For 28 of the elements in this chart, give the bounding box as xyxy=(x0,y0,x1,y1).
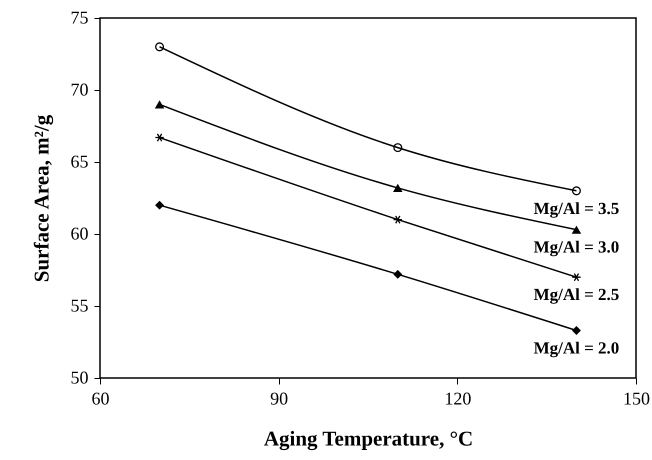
series-label: Mg/Al = 3.5 xyxy=(534,198,620,218)
y-tick-label: 75 xyxy=(70,8,88,28)
y-tick-label: 55 xyxy=(70,296,88,316)
y-tick-label: 65 xyxy=(70,152,88,172)
x-axis-title: Aging Temperature, °C xyxy=(264,426,474,450)
point xyxy=(393,270,402,279)
series-label: Mg/Al = 2.0 xyxy=(534,338,620,358)
point xyxy=(392,215,403,224)
point xyxy=(154,133,164,142)
x-tick-label: 120 xyxy=(444,388,472,408)
point xyxy=(393,143,402,152)
y-tick-label: 70 xyxy=(70,80,88,100)
series-label: Mg/Al = 2.5 xyxy=(534,285,620,304)
point xyxy=(572,186,581,196)
x-tick-label: 60 xyxy=(92,388,110,408)
point xyxy=(393,184,403,192)
point xyxy=(572,326,581,335)
point xyxy=(155,200,164,210)
x-tick-label: 90 xyxy=(270,388,288,408)
x-tick-label: 150 xyxy=(623,388,650,408)
y-tick-label: 50 xyxy=(70,368,88,388)
point xyxy=(572,272,582,282)
point xyxy=(154,100,164,109)
y-tick-label: 60 xyxy=(70,224,88,244)
y-axis-title: Surface Area, m²/g xyxy=(30,114,54,282)
series-label: Mg/Al = 3.0 xyxy=(534,238,620,257)
point xyxy=(572,226,582,234)
point xyxy=(155,42,164,52)
